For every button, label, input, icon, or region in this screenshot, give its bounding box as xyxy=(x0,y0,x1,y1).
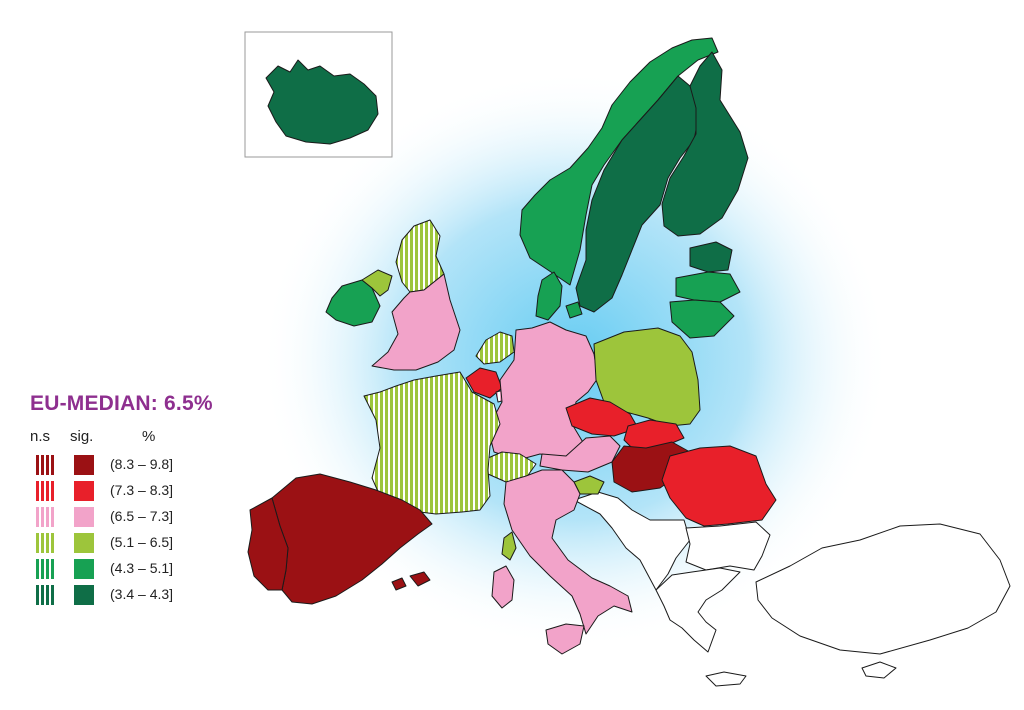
legend-row: (8.3 – 9.8] xyxy=(30,452,240,478)
england xyxy=(371,273,461,371)
legend: EU-MEDIAN: 6.5% n.s sig. % (8.3 – 9.8] (7… xyxy=(30,392,240,608)
balkans-outline xyxy=(573,491,691,591)
legend-row: (6.5 – 7.3] xyxy=(30,504,240,530)
legend-swatch-significant xyxy=(74,533,94,553)
legend-col-pct: % xyxy=(142,428,156,445)
bulgaria-outline xyxy=(685,521,771,571)
turkey-outline xyxy=(755,523,1011,655)
non-eu-countries xyxy=(573,491,1011,687)
legend-row: (4.3 – 5.1] xyxy=(30,556,240,582)
eu-countries xyxy=(247,37,777,655)
legend-row: (5.1 – 6.5] xyxy=(30,530,240,556)
northern-ireland xyxy=(361,269,393,297)
legend-range: (7.3 – 8.3] xyxy=(110,482,174,498)
legend-col-ns: n.s xyxy=(30,428,51,445)
sardinia xyxy=(491,565,515,609)
legend-swatch-not-significant xyxy=(36,481,56,501)
legend-header: n.s sig. % xyxy=(30,428,240,452)
legend-range: (8.3 – 9.8] xyxy=(110,456,174,472)
legend-range: (6.5 – 7.3] xyxy=(110,508,174,524)
legend-range: (4.3 – 5.1] xyxy=(110,560,174,576)
sicily xyxy=(545,623,585,655)
legend-swatch-not-significant xyxy=(36,507,56,527)
legend-swatch-not-significant xyxy=(36,585,56,605)
germany xyxy=(487,321,599,461)
legend-range: (3.4 – 4.3] xyxy=(110,586,174,602)
estonia xyxy=(689,241,733,273)
norway xyxy=(519,37,719,286)
cyprus-outline xyxy=(861,661,897,679)
balearic-islands xyxy=(391,571,431,591)
iceland xyxy=(265,59,379,145)
legend-title: EU-MEDIAN: 6.5% xyxy=(30,392,213,415)
legend-swatch-significant xyxy=(74,559,94,579)
legend-swatch-significant xyxy=(74,507,94,527)
sweden xyxy=(575,75,701,313)
legend-range: (5.1 – 6.5] xyxy=(110,534,174,550)
italy xyxy=(503,469,633,635)
netherlands xyxy=(475,331,515,365)
finland xyxy=(661,51,749,237)
france xyxy=(363,371,501,515)
legend-row: (7.3 – 8.3] xyxy=(30,478,240,504)
legend-swatch-significant xyxy=(74,481,94,501)
denmark xyxy=(535,271,563,321)
legend-col-sig: sig. xyxy=(70,428,94,445)
legend-swatch-significant xyxy=(74,455,94,475)
ireland xyxy=(325,279,381,327)
legend-swatch-not-significant xyxy=(36,559,56,579)
legend-swatch-not-significant xyxy=(36,533,56,553)
denmark-islands xyxy=(565,301,583,319)
switzerland xyxy=(487,451,537,483)
romania xyxy=(661,445,777,527)
austria xyxy=(539,435,621,473)
portugal xyxy=(247,497,289,591)
greece-outline xyxy=(655,567,741,653)
legend-swatch-significant xyxy=(74,585,94,605)
crete-outline xyxy=(705,671,747,687)
legend-row: (3.4 – 4.3] xyxy=(30,582,240,608)
legend-rows: (8.3 – 9.8] (7.3 – 8.3] (6.5 – 7.3] (5.1 – … xyxy=(30,452,240,608)
lithuania xyxy=(669,299,735,339)
legend-swatch-not-significant xyxy=(36,455,56,475)
corsica xyxy=(501,531,517,561)
latvia xyxy=(675,271,741,303)
